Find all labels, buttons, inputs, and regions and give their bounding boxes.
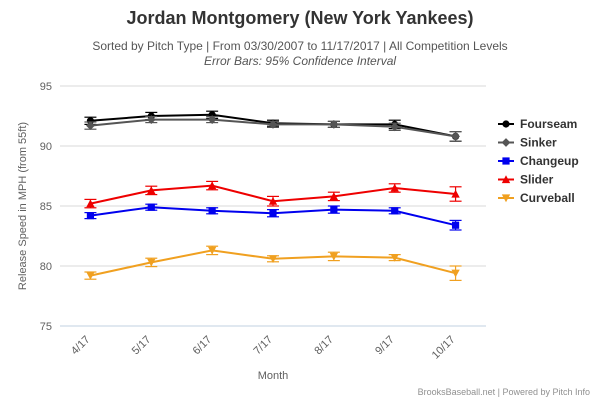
- chart-error-bars-note: Error Bars: 95% Confidence Interval: [204, 54, 396, 68]
- series-group: [84, 110, 462, 281]
- data-point: [86, 212, 95, 220]
- legend-marker: [501, 138, 511, 147]
- chart-title: Jordan Montgomery (New York Yankees): [126, 8, 473, 28]
- legend-label: Curveball: [520, 191, 575, 205]
- y-tick-label: 85: [40, 201, 52, 213]
- legend-item-slider: Slider: [498, 173, 554, 187]
- x-tick-label: 10/17: [430, 334, 458, 362]
- legend-marker: [501, 175, 511, 184]
- x-axis-title: Month: [258, 370, 289, 382]
- legend-label: Fourseam: [520, 117, 577, 131]
- x-tick-label: 6/17: [191, 334, 215, 358]
- data-point: [390, 183, 399, 192]
- x-tick-label: 9/17: [373, 334, 397, 358]
- data-point: [268, 255, 278, 263]
- series-changeup: [84, 203, 462, 231]
- x-tick-label: 8/17: [312, 334, 336, 358]
- legend-label: Sinker: [520, 136, 557, 150]
- data-point: [86, 199, 95, 208]
- data-point: [207, 246, 217, 255]
- y-tick-labels: 75 80 85 90 95: [40, 81, 52, 333]
- y-tick-label: 75: [40, 321, 52, 333]
- data-point: [146, 115, 156, 124]
- data-point: [390, 122, 400, 132]
- data-point: [451, 269, 460, 278]
- data-point: [268, 197, 278, 205]
- x-tick-label: 5/17: [130, 334, 154, 358]
- credit-text: BrooksBaseball.net | Powered by Pitch In…: [418, 387, 590, 397]
- data-point: [147, 258, 156, 267]
- y-tick-label: 80: [40, 261, 52, 273]
- data-point: [391, 207, 399, 215]
- legend: Fourseam Sinker Changeup Slider Curveball: [498, 117, 579, 205]
- data-point: [207, 181, 217, 190]
- legend-item-curveball: Curveball: [498, 191, 575, 205]
- data-point: [451, 189, 460, 198]
- data-point: [329, 120, 339, 129]
- data-point: [269, 209, 277, 217]
- data-point: [390, 254, 399, 262]
- legend-marker: [501, 194, 511, 203]
- data-point: [268, 120, 278, 129]
- legend-marker: [502, 120, 510, 128]
- legend-label: Slider: [520, 173, 554, 187]
- data-point: [451, 132, 460, 141]
- y-gridlines: [60, 85, 486, 267]
- series-sinker: [84, 115, 462, 142]
- data-point: [330, 206, 338, 214]
- data-point: [86, 117, 95, 125]
- data-point: [208, 207, 216, 215]
- legend-item-changeup: Changeup: [498, 154, 579, 168]
- series-curveball: [84, 245, 462, 281]
- data-point: [329, 252, 339, 261]
- data-point: [86, 121, 95, 130]
- data-point: [329, 192, 339, 200]
- series-slider: [84, 180, 462, 209]
- data-point: [451, 221, 460, 229]
- data-point: [147, 203, 155, 211]
- data-point: [147, 186, 156, 194]
- legend-marker: [502, 157, 510, 165]
- legend-item-sinker: Sinker: [498, 136, 557, 150]
- x-tick-label: 4/17: [69, 334, 93, 358]
- x-tick-labels: 4/17 5/17 6/17 7/17 8/17 9/17 10/17: [69, 334, 458, 362]
- chart-subtitle: Sorted by Pitch Type | From 03/30/2007 t…: [92, 39, 507, 53]
- data-point: [86, 272, 95, 280]
- x-tick-label: 7/17: [251, 334, 275, 358]
- y-axis-title: Release Speed in MPH (from 55ft): [17, 122, 29, 290]
- y-tick-label: 90: [40, 141, 52, 153]
- data-point: [207, 115, 217, 124]
- legend-label: Changeup: [520, 154, 579, 168]
- legend-item-fourseam: Fourseam: [498, 117, 577, 131]
- y-tick-label: 95: [40, 81, 52, 93]
